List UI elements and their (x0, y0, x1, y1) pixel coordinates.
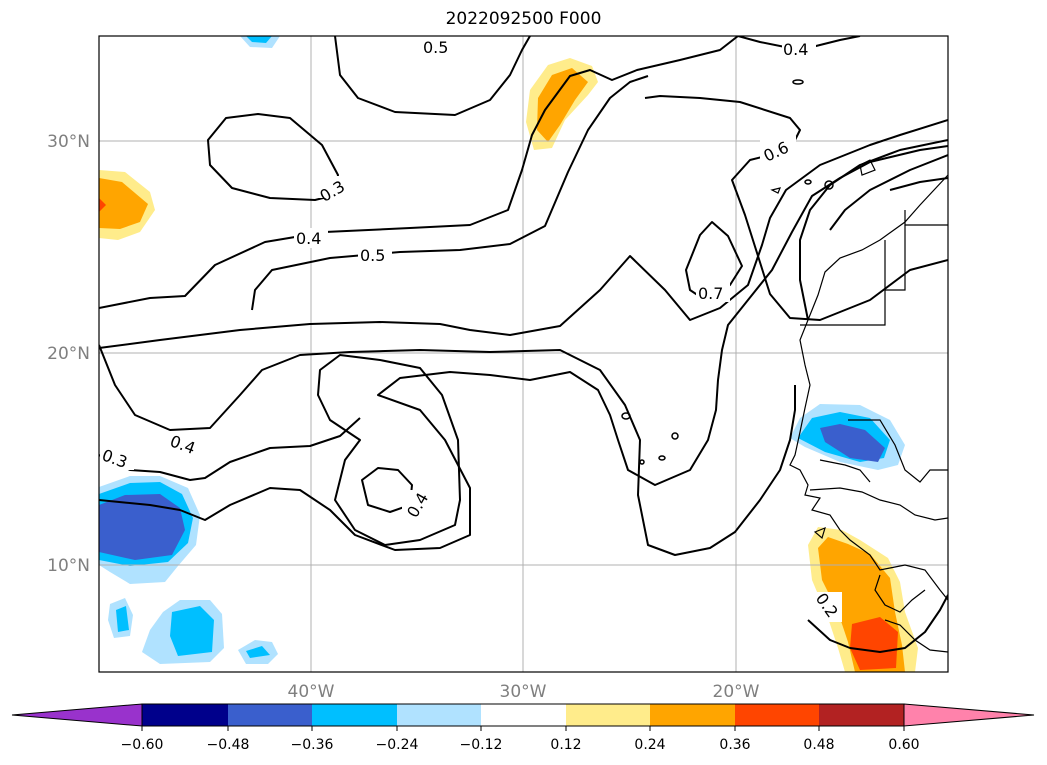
colorbar: −0.60 −0.48 −0.36 −0.24 −0.12 0.12 0.24 … (11, 703, 1035, 753)
lat-label: 20°N (47, 344, 90, 364)
colorbar-swatch (566, 704, 650, 726)
contour-label: 0.7 (698, 284, 723, 303)
colorbar-tick-label: −0.48 (207, 737, 250, 753)
colorbar-swatch (228, 704, 312, 726)
colorbar-tick-label: 0.60 (888, 737, 919, 753)
colorbar-swatch (312, 704, 397, 726)
map-frame (98, 35, 949, 673)
lat-labels: 30°N 20°N 10°N (47, 132, 90, 576)
coastlines (770, 159, 948, 653)
map-title: 2022092500 F000 (445, 9, 602, 29)
colorbar-high-extension (903, 703, 1035, 727)
contour-label: 0.5 (423, 38, 448, 57)
contour-label: 0.4 (783, 40, 808, 59)
colorbar-tick-label: 0.48 (803, 737, 834, 753)
colorbar-swatch (650, 704, 735, 726)
lon-label: 40°W (288, 682, 335, 702)
colorbar-swatch (142, 704, 228, 726)
colorbar-swatch (819, 704, 904, 726)
colorbar-swatch (735, 704, 819, 726)
lon-label: 30°W (500, 682, 547, 702)
colorbar-tick-label: −0.36 (291, 737, 334, 753)
contour-label-knockouts (100, 36, 842, 622)
colorbar-tick-label: 0.36 (719, 737, 750, 753)
colorbar-swatch (481, 704, 566, 726)
colorbar-tick-label: −0.60 (121, 737, 164, 753)
colorbar-tick-label: −0.12 (460, 737, 503, 753)
contour-label: 0.4 (296, 229, 321, 248)
contour-label: 0.5 (360, 246, 385, 265)
colorbar-tick-label: 0.12 (550, 737, 581, 753)
colorbar-swatch (397, 704, 481, 726)
contour-fragments (621, 79, 834, 465)
colorbar-low-extension (11, 703, 143, 727)
colorbar-tick-label: −0.24 (376, 737, 419, 753)
colorbar-tick-label: 0.24 (634, 737, 665, 753)
lat-label: 10°N (47, 556, 90, 576)
lon-label: 20°W (713, 682, 760, 702)
lat-label: 30°N (47, 132, 90, 152)
lon-labels: 40°W 30°W 20°W (288, 682, 760, 702)
map-panel (99, 36, 948, 672)
